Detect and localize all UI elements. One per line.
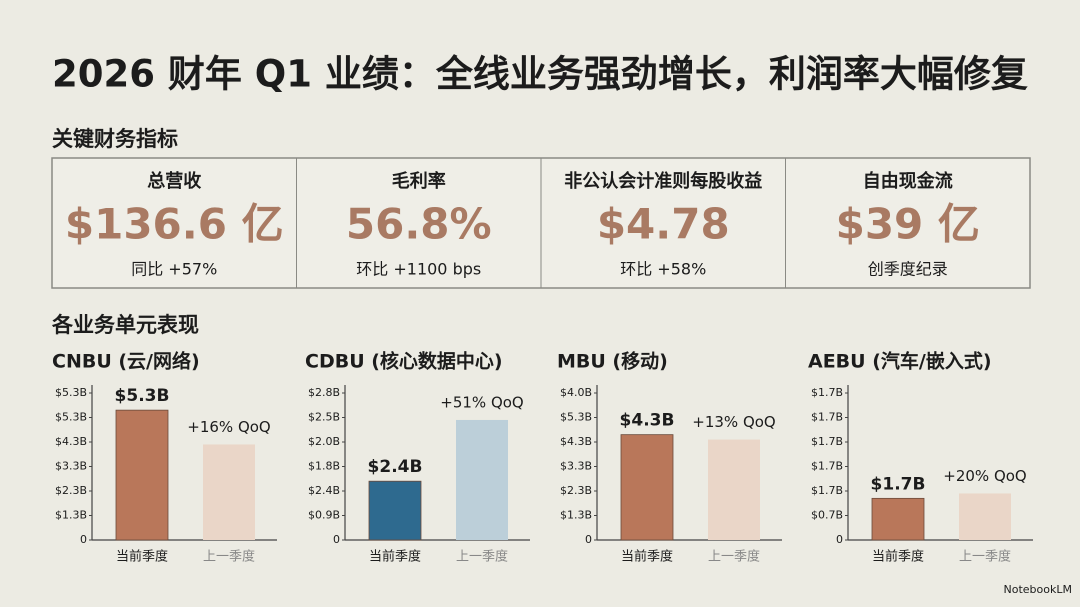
kpi-note: 环比 +1100 bps <box>356 260 481 279</box>
value-label: $5.3B <box>115 386 170 406</box>
kpi-note: 环比 +58% <box>620 260 706 279</box>
bar <box>708 439 760 540</box>
page-title: 2026 财年 Q1 业绩：全线业务强劲增长，利润率大幅修复 <box>52 53 1028 96</box>
y-tick-label: $4.3B <box>560 435 592 448</box>
kpi-note: 创季度纪录 <box>868 260 948 279</box>
kpi-value: $4.78 <box>597 200 730 249</box>
kpi-note: 同比 +57% <box>131 260 217 279</box>
y-tick-label: $5.3B <box>55 386 87 399</box>
x-tick-label: 当前季度 <box>621 549 673 565</box>
kpi-label: 自由现金流 <box>863 170 953 192</box>
y-tick-label: $5.3B <box>55 411 87 424</box>
y-tick-label: 0 <box>585 533 592 546</box>
bar <box>620 434 674 541</box>
y-tick-label: 0 <box>80 533 87 546</box>
change-label: +16% QoQ <box>187 418 270 436</box>
x-tick-label: 上一季度 <box>708 549 760 565</box>
y-tick-label: $1.7B <box>811 411 843 424</box>
bar <box>456 419 508 540</box>
chart-title: CNBU (云/网络) <box>52 350 200 373</box>
value-label: $2.4B <box>368 457 423 477</box>
x-tick-label: 当前季度 <box>872 549 924 565</box>
change-label: +51% QoQ <box>440 393 523 411</box>
y-tick-label: $1.7B <box>811 484 843 497</box>
x-tick-label: 当前季度 <box>116 549 168 565</box>
y-tick-label: $2.0B <box>308 435 340 448</box>
y-tick-label: $0.9B <box>308 509 340 522</box>
chart-title: AEBU (汽车/嵌入式) <box>808 350 992 373</box>
y-tick-label: $1.7B <box>811 435 843 448</box>
x-tick-label: 上一季度 <box>959 549 1011 565</box>
value-label: $4.3B <box>620 411 675 431</box>
kpi-label: 毛利率 <box>392 170 446 192</box>
y-tick-label: $2.5B <box>308 411 340 424</box>
y-tick-label: $1.3B <box>55 509 87 522</box>
kpi-value: $39 亿 <box>836 200 980 249</box>
kpi-value: $136.6 亿 <box>65 200 284 249</box>
y-tick-label: $2.4B <box>308 484 340 497</box>
y-tick-label: $4.0B <box>560 386 592 399</box>
y-tick-label: $5.3B <box>560 411 592 424</box>
chart-title: MBU (移动) <box>557 350 668 373</box>
kpi-value: 56.8% <box>346 200 492 249</box>
y-tick-label: 0 <box>333 533 340 546</box>
x-tick-label: 上一季度 <box>456 549 508 565</box>
bar <box>871 497 925 541</box>
kpi-label: 非公认会计准则每股收益 <box>564 170 762 192</box>
y-tick-label: 0 <box>836 533 843 546</box>
value-label: $1.7B <box>871 474 926 494</box>
y-tick-label: $3.3B <box>560 460 592 473</box>
bar <box>368 480 422 541</box>
change-label: +13% QoQ <box>692 413 775 431</box>
watermark: NotebookLM <box>1004 583 1072 596</box>
section-heading: 各业务单元表现 <box>51 313 199 337</box>
kpi-label: 总营收 <box>147 170 201 192</box>
bar <box>203 444 255 540</box>
bar <box>959 493 1011 540</box>
y-tick-label: $2.3B <box>560 484 592 497</box>
y-tick-label: $1.7B <box>811 460 843 473</box>
y-tick-label: $3.3B <box>55 460 87 473</box>
y-tick-label: $0.7B <box>811 509 843 522</box>
bar <box>115 409 169 541</box>
y-tick-label: $4.3B <box>55 435 87 448</box>
y-tick-label: $2.3B <box>55 484 87 497</box>
chart-title: CDBU (核心数据中心) <box>305 350 503 373</box>
x-tick-label: 当前季度 <box>369 549 421 565</box>
x-tick-label: 上一季度 <box>203 549 255 565</box>
y-tick-label: $1.3B <box>560 509 592 522</box>
y-tick-label: $2.8B <box>308 386 340 399</box>
section-heading: 关键财务指标 <box>52 127 178 151</box>
y-tick-label: $1.7B <box>811 386 843 399</box>
change-label: +20% QoQ <box>943 467 1026 485</box>
y-tick-label: $1.8B <box>308 460 340 473</box>
